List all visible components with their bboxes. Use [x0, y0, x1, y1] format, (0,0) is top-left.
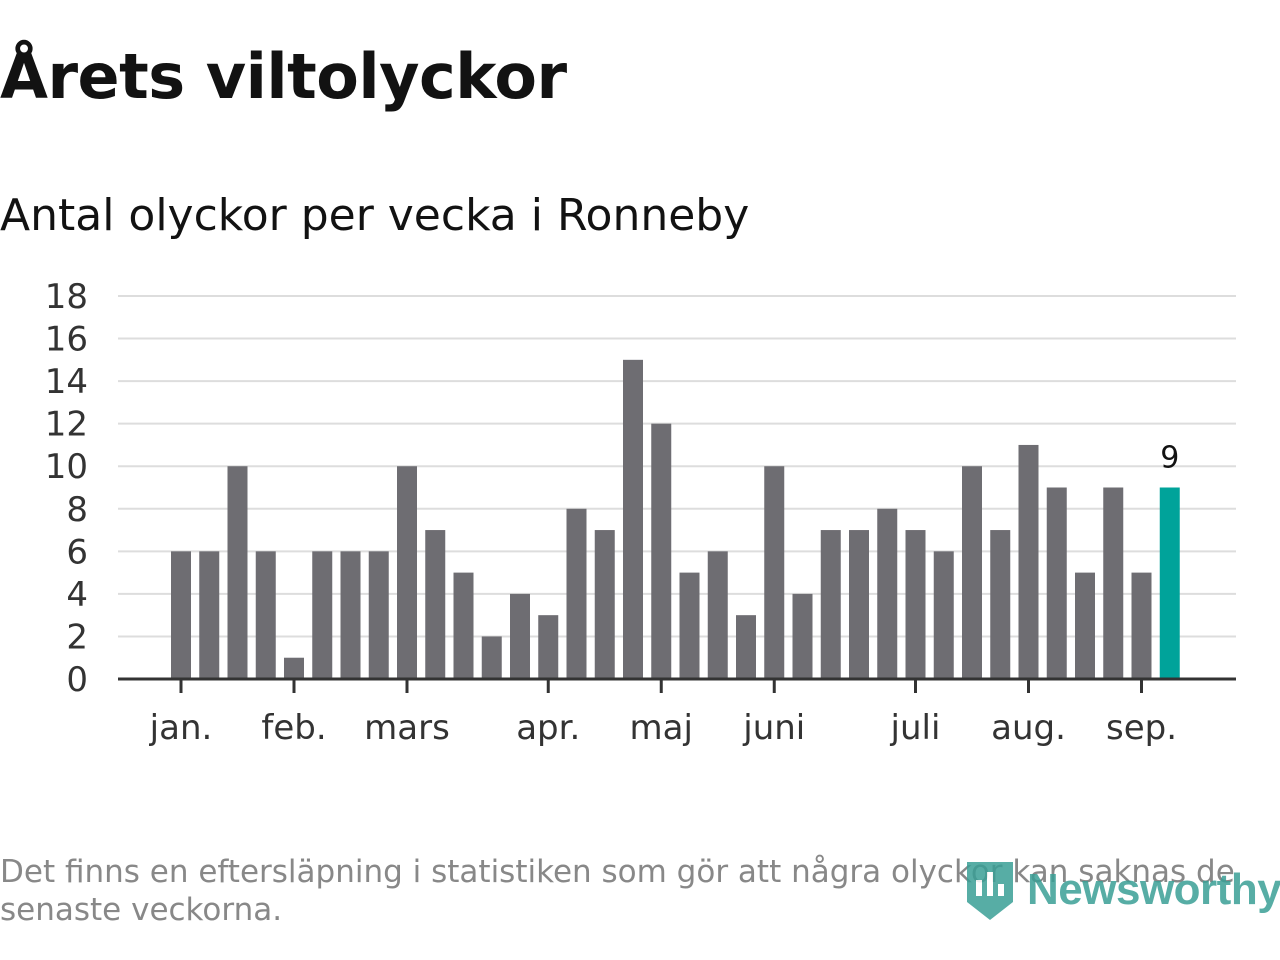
- newsworthy-logo-icon: [967, 862, 1013, 920]
- x-tick-label: jan.: [149, 708, 213, 748]
- bar: [453, 572, 474, 679]
- bar: [255, 551, 276, 679]
- bar: [962, 466, 982, 679]
- bar: [594, 530, 615, 679]
- bar: [679, 572, 700, 679]
- bar: [1046, 487, 1067, 679]
- logo-text: Newsworthy: [1027, 865, 1280, 914]
- bar: [736, 615, 756, 679]
- bar: [171, 551, 191, 679]
- x-tick-label: maj: [630, 708, 693, 748]
- bar: [623, 359, 643, 679]
- y-tick-label: 2: [66, 617, 88, 657]
- footnote: Det finns en eftersläpning i statistiken…: [0, 854, 1235, 928]
- bar: [227, 466, 248, 679]
- y-tick-label: 18: [45, 277, 88, 317]
- x-tick-label: mars: [364, 708, 450, 748]
- chart-title: Årets viltolyckor: [0, 40, 567, 113]
- bar: [990, 530, 1011, 679]
- bar: [199, 551, 220, 679]
- x-tick-label: sep.: [1106, 708, 1177, 748]
- bar: [849, 530, 869, 679]
- bar: [933, 551, 954, 679]
- y-tick-label: 12: [45, 405, 88, 445]
- bar: [397, 466, 417, 679]
- bar: [340, 551, 361, 679]
- bar: [820, 530, 841, 679]
- bar: [1103, 487, 1124, 679]
- bar: [425, 530, 446, 679]
- y-tick-label: 6: [66, 532, 88, 572]
- x-tick-label: apr.: [516, 708, 580, 748]
- chart-subtitle: Antal olyckor per vecka i Ronneby: [0, 190, 750, 241]
- bar: [510, 593, 530, 679]
- bar: [566, 508, 587, 679]
- y-tick-label: 4: [66, 575, 88, 615]
- bar: [707, 551, 728, 679]
- bar: [877, 508, 898, 679]
- y-tick-label: 10: [45, 447, 88, 487]
- y-tick-label: 0: [66, 660, 88, 700]
- data-label: 9: [1160, 441, 1179, 476]
- bar-highlight: [1159, 487, 1180, 679]
- y-tick-label: 16: [45, 320, 88, 360]
- y-tick-label: 8: [66, 490, 88, 530]
- bar: [1131, 572, 1152, 679]
- bar: [538, 615, 559, 679]
- bar: [651, 423, 672, 679]
- bar: [764, 466, 785, 679]
- y-tick-label: 14: [45, 362, 88, 402]
- bar: [312, 551, 333, 679]
- bar: [792, 593, 813, 679]
- x-tick-label: feb.: [261, 708, 326, 748]
- x-tick-label: juni: [742, 708, 805, 748]
- newsworthy-logo: Newsworthy: [965, 858, 1280, 922]
- bar: [905, 530, 926, 679]
- bar: [368, 551, 389, 679]
- x-tick-label: juli: [890, 708, 941, 748]
- x-tick-label: aug.: [991, 708, 1066, 748]
- bar: [1075, 572, 1095, 679]
- bar: [1018, 444, 1039, 679]
- bar: [284, 657, 304, 679]
- bar: [481, 636, 502, 679]
